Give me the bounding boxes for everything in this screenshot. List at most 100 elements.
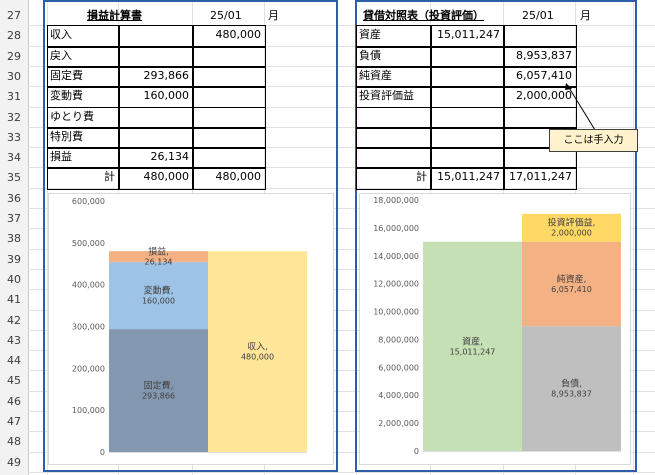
table-cell[interactable] bbox=[503, 65, 577, 89]
row-number[interactable]: 48 bbox=[7, 435, 21, 449]
row-number[interactable]: 41 bbox=[7, 293, 21, 307]
row-label: 戻入 bbox=[50, 48, 72, 62]
table-cell[interactable] bbox=[118, 45, 194, 68]
table-cell[interactable] bbox=[118, 86, 194, 109]
bs-date[interactable]: 25/01 bbox=[522, 9, 554, 22]
table-cell[interactable] bbox=[503, 86, 577, 109]
table-cell[interactable] bbox=[503, 106, 577, 129]
row-number[interactable]: 30 bbox=[7, 69, 21, 83]
data-label: 負債, bbox=[561, 378, 582, 390]
pl-month: 月 bbox=[268, 9, 279, 22]
note-arrow bbox=[565, 83, 596, 131]
table-cell[interactable] bbox=[430, 167, 505, 190]
row-number[interactable]: 40 bbox=[7, 272, 21, 286]
row-number[interactable]: 36 bbox=[7, 191, 21, 205]
row-number[interactable]: 37 bbox=[7, 212, 21, 225]
table-cell[interactable] bbox=[118, 126, 194, 150]
row-number[interactable]: 27 bbox=[7, 9, 21, 22]
grid-line bbox=[28, 370, 655, 372]
row-number[interactable]: 43 bbox=[7, 333, 21, 347]
y-tick-label: 0 bbox=[100, 448, 105, 457]
grid-line bbox=[28, 65, 655, 67]
grid-line bbox=[28, 106, 655, 108]
table-cell[interactable] bbox=[192, 65, 266, 89]
y-tick-label: 6,000,000 bbox=[378, 363, 419, 372]
y-tick-label: 500,000 bbox=[72, 239, 105, 248]
table-cell[interactable] bbox=[192, 45, 266, 68]
row-number[interactable]: 49 bbox=[7, 455, 21, 469]
row-number[interactable]: 42 bbox=[7, 313, 21, 327]
bar-segment bbox=[522, 241, 621, 327]
table-cell[interactable] bbox=[503, 147, 577, 170]
table-cell[interactable] bbox=[356, 126, 432, 150]
bs-title: 貸借対照表（投資評価） bbox=[363, 9, 484, 22]
pl-date[interactable]: 25/01 bbox=[210, 9, 242, 22]
table-cell[interactable] bbox=[47, 86, 120, 109]
table-cell[interactable] bbox=[356, 106, 432, 129]
table-cell[interactable] bbox=[356, 45, 432, 68]
table-cell[interactable] bbox=[430, 25, 505, 48]
table-cell[interactable] bbox=[356, 65, 432, 89]
table-cell[interactable] bbox=[503, 25, 577, 48]
row-number[interactable]: 46 bbox=[7, 394, 21, 408]
data-label: 損益, bbox=[148, 246, 169, 258]
row-number[interactable]: 28 bbox=[7, 29, 21, 43]
table-cell[interactable] bbox=[118, 147, 194, 170]
value-cell: 26,134 bbox=[150, 150, 190, 164]
data-label: 投資評価益, bbox=[548, 217, 596, 229]
table-cell[interactable] bbox=[47, 126, 120, 150]
row-number[interactable]: 38 bbox=[7, 232, 21, 246]
pl-chart[interactable]: 600,000 500,000 400,000 300,000 200,000 100,0… bbox=[48, 193, 334, 465]
table-cell[interactable] bbox=[430, 147, 505, 170]
table-cell[interactable] bbox=[503, 45, 577, 68]
table-cell[interactable] bbox=[47, 147, 120, 170]
table-cell[interactable] bbox=[356, 86, 432, 109]
table-cell[interactable] bbox=[47, 45, 120, 68]
value-cell: 2,000,000 bbox=[516, 89, 572, 103]
value-cell: 8,953,837 bbox=[516, 48, 572, 62]
table-cell[interactable] bbox=[47, 25, 120, 48]
table-cell[interactable] bbox=[356, 25, 432, 48]
data-label: 26,134 bbox=[145, 258, 173, 267]
table-cell[interactable] bbox=[118, 167, 194, 190]
table-cell[interactable] bbox=[47, 65, 120, 89]
table-cell[interactable] bbox=[192, 126, 266, 150]
row-number[interactable]: 31 bbox=[7, 90, 21, 104]
table-cell[interactable] bbox=[192, 106, 266, 129]
table-cell[interactable] bbox=[356, 147, 432, 170]
table-cell[interactable] bbox=[430, 106, 505, 129]
row-number[interactable]: 29 bbox=[7, 49, 21, 63]
y-tick-label: 12,000,000 bbox=[373, 280, 419, 289]
data-label: 160,000 bbox=[142, 297, 175, 306]
y-tick-label: 400,000 bbox=[72, 281, 105, 290]
bs-chart[interactable]: 18,000,000 16,000,000 14,000,000 12,000,000… bbox=[359, 193, 631, 465]
table-cell[interactable] bbox=[503, 167, 577, 190]
row-number[interactable]: 44 bbox=[7, 354, 21, 368]
table-cell[interactable] bbox=[118, 106, 194, 129]
row-number[interactable]: 47 bbox=[7, 415, 21, 428]
table-cell[interactable] bbox=[47, 106, 120, 129]
row-number[interactable]: 33 bbox=[7, 130, 21, 144]
table-cell[interactable] bbox=[192, 167, 266, 190]
table-cell[interactable] bbox=[47, 167, 120, 190]
table-cell[interactable] bbox=[192, 25, 266, 48]
table-cell[interactable] bbox=[356, 167, 432, 190]
table-cell[interactable] bbox=[192, 147, 266, 170]
table-cell[interactable] bbox=[118, 25, 194, 48]
row-number[interactable]: 45 bbox=[7, 374, 21, 388]
table-cell[interactable] bbox=[430, 65, 505, 89]
note-callout[interactable]: ここは手入力 bbox=[549, 129, 638, 152]
grid-line bbox=[47, 0, 48, 475]
table-cell[interactable] bbox=[192, 86, 266, 109]
table-cell[interactable] bbox=[430, 45, 505, 68]
grid-line bbox=[28, 411, 655, 412]
row-label: 投資評価益 bbox=[359, 89, 414, 103]
table-cell[interactable] bbox=[118, 65, 194, 89]
grid-line bbox=[28, 471, 655, 473]
row-number[interactable]: 32 bbox=[7, 110, 21, 124]
row-number[interactable]: 35 bbox=[7, 171, 21, 185]
row-number[interactable]: 34 bbox=[7, 151, 21, 165]
table-cell[interactable] bbox=[430, 126, 505, 150]
row-number[interactable]: 39 bbox=[7, 252, 21, 266]
table-cell[interactable] bbox=[430, 86, 505, 109]
